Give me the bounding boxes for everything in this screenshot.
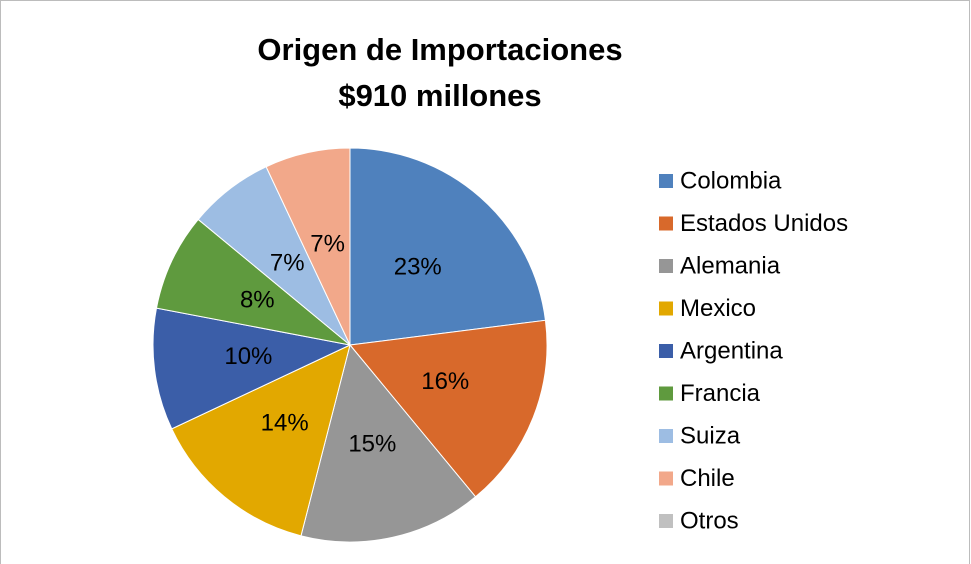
data-label: 10% (224, 343, 272, 370)
pie: 23% 16% 15% 14% 10% 8% 7%7% (152, 147, 548, 543)
legend-swatch (659, 514, 673, 528)
pie-slice (152, 307, 352, 430)
legend-label: Suiza (680, 422, 741, 449)
legend-swatch (659, 174, 673, 188)
legend-swatch (659, 429, 673, 443)
data-label: 7% (270, 249, 305, 276)
data-label: 14% (261, 409, 309, 436)
pie-slice (300, 343, 477, 543)
chart-subtitle: $910 millones (338, 78, 541, 113)
data-label: 8% (240, 287, 275, 314)
data-label: 23% (394, 254, 442, 281)
legend-label: Mexico (680, 295, 756, 322)
legend-swatch (659, 471, 673, 486)
data-label: 15% (348, 430, 396, 457)
legend-label: Estados Unidos (680, 210, 848, 237)
legend-swatch (659, 344, 673, 358)
legend-swatch (659, 216, 673, 231)
legend-label: Colombia (680, 167, 782, 194)
legend-swatch (659, 259, 673, 273)
chart-title: Origen de Importaciones (257, 32, 622, 67)
legend-label: Chile (680, 465, 735, 492)
pie-slice (349, 147, 547, 346)
legend-swatch (659, 386, 673, 401)
legend-swatch (659, 301, 673, 316)
legend-label: Francia (680, 380, 761, 407)
legend-label: Otros (680, 507, 739, 534)
legend-label: Argentina (680, 337, 783, 364)
pie-slice (155, 218, 351, 346)
data-label: 16% (421, 368, 469, 395)
legend-label: Alemania (680, 252, 781, 279)
data-label: 7% (310, 230, 345, 257)
pie-slice (349, 319, 548, 498)
pie-slice (171, 344, 351, 537)
legend: Colombia Estados Unidos Alemania Mexico Arge… (659, 167, 848, 534)
